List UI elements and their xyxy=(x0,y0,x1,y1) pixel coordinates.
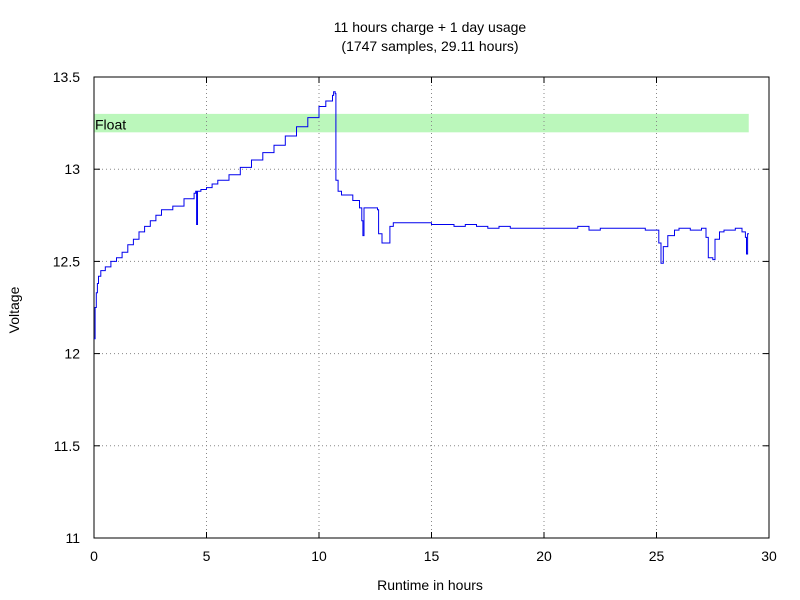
tick-layer: 0 5 10 15 20 25 30 11 11.5 12 12.5 13 13.5 xyxy=(53,69,777,564)
y-tick-label: 13.5 xyxy=(53,69,80,85)
y-tick-label: 13 xyxy=(64,161,80,177)
chart-subtitle: (1747 samples, 29.11 hours) xyxy=(341,38,518,54)
y-tick-label: 12 xyxy=(64,346,80,362)
x-tick-label: 10 xyxy=(311,548,327,564)
x-tick-label: 30 xyxy=(761,548,777,564)
grid-layer xyxy=(94,77,769,538)
x-tick-label: 20 xyxy=(536,548,552,564)
y-tick-label: 12.5 xyxy=(53,253,80,269)
y-tick-label: 11 xyxy=(65,530,80,546)
x-tick-label: 0 xyxy=(90,548,98,564)
y-axis-label: Voltage xyxy=(6,286,22,333)
y-tick-label: 11.5 xyxy=(54,438,80,454)
x-tick-label: 15 xyxy=(424,548,440,564)
float-band xyxy=(94,113,749,133)
float-band-label: Float xyxy=(95,116,126,132)
chart-title: 11 hours charge + 1 day usage xyxy=(334,19,527,35)
float-band-layer: Float xyxy=(94,113,749,133)
series-layer xyxy=(94,91,749,340)
x-tick-label: 25 xyxy=(649,548,665,564)
x-axis-label: Runtime in hours xyxy=(377,577,483,593)
x-tick-label: 5 xyxy=(203,548,211,564)
voltage-series-line xyxy=(94,91,749,340)
